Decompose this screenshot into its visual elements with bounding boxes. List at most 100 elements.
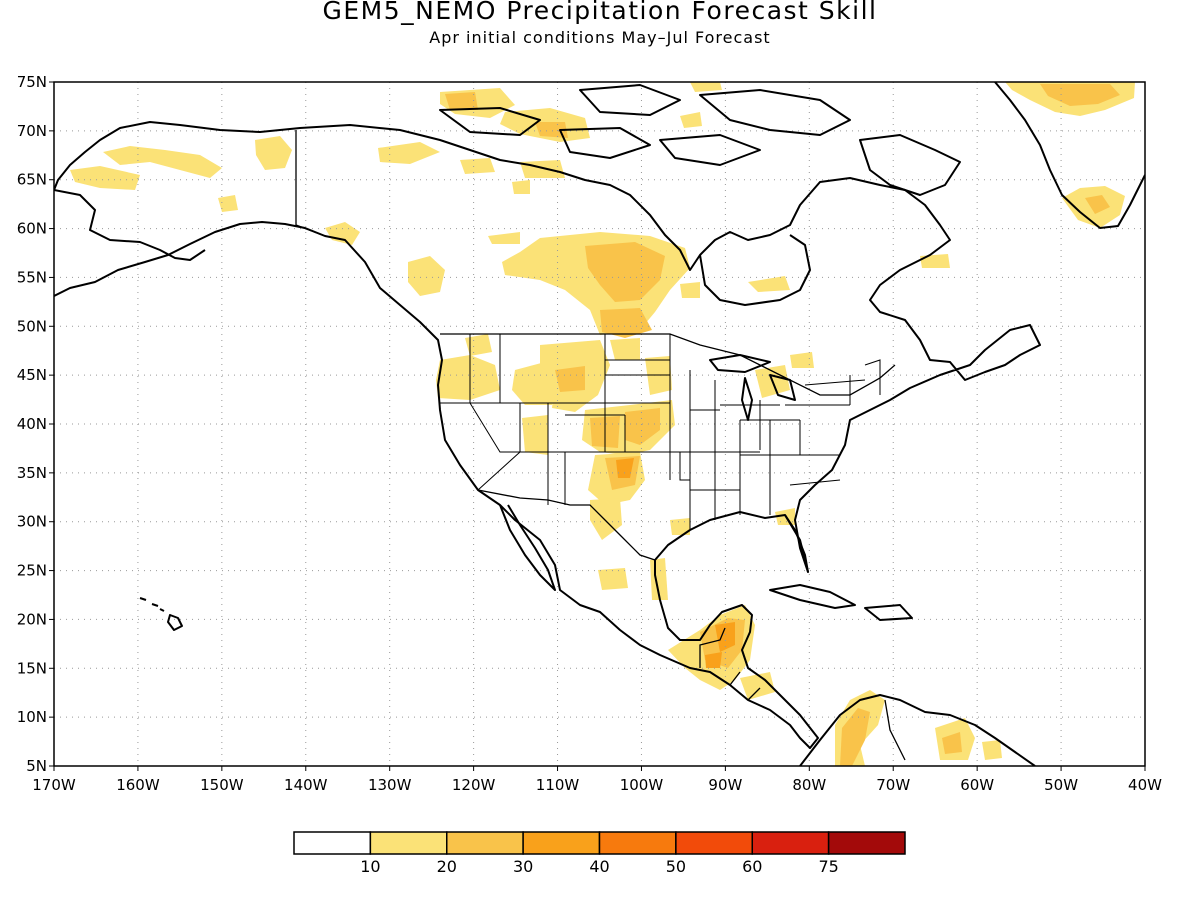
skill-area-greenland-core <box>1040 84 1120 106</box>
lon-tick-label: 100W <box>620 776 664 794</box>
skill-area-guyana <box>982 740 1002 760</box>
border-central-america <box>729 671 761 701</box>
chart-subtitle: Apr initial conditions May–Jul Forecast <box>429 28 771 47</box>
skill-area-arctic-3 <box>378 142 440 164</box>
skill-shading <box>70 82 1135 766</box>
graticule <box>54 82 1145 766</box>
skill-area-kansas-core <box>625 408 660 445</box>
lon-tick-label: 120W <box>452 776 496 794</box>
coast-arctic-island-1 <box>699 89 851 136</box>
coastlines <box>54 82 1145 766</box>
coast-hispaniola <box>864 604 913 621</box>
skill-area-quebec <box>920 254 950 268</box>
skill-area-alaska-south <box>218 195 238 212</box>
skill-area-ontario <box>790 352 814 368</box>
skill-area-arctic-2-core <box>535 122 568 138</box>
colorbar-swatch <box>751 831 830 855</box>
coast-baja <box>499 504 556 591</box>
skill-area-colombia-core <box>840 708 870 766</box>
coast-lake-michigan <box>741 377 753 421</box>
longitude-labels: 170W 160W 150W 140W 130W 120W 110W 100W 90W 80W 70… <box>32 776 1162 794</box>
skill-area-alaska-ne <box>255 136 292 170</box>
skill-area-arctic-4 <box>460 158 495 174</box>
colorbar-label: 75 <box>818 857 838 876</box>
lat-tick-label: 20N <box>17 610 47 628</box>
coast-north-america <box>54 121 1041 749</box>
lat-tick-label: 65N <box>17 171 47 189</box>
skill-area-sask-south <box>600 308 652 338</box>
colorbar-label: 20 <box>437 857 457 876</box>
coast-cuba <box>769 584 856 609</box>
skill-area-pnw-2 <box>465 334 492 356</box>
coast-lake-huron <box>769 374 796 401</box>
coast-hawaii <box>167 614 183 631</box>
lat-tick-label: 50N <box>17 317 47 335</box>
border-us-mexico <box>477 489 656 561</box>
skill-area-arctic-1-core <box>445 92 478 110</box>
skill-area-manitoba <box>680 282 700 298</box>
skill-area-alaska-west <box>70 166 140 190</box>
lat-tick-label: 10N <box>17 708 47 726</box>
colorbar-swatch <box>827 831 906 855</box>
coast-greenland <box>994 82 1145 229</box>
colorbar <box>293 831 906 855</box>
colorbar-label: 30 <box>513 857 533 876</box>
coast-hawaii-islands <box>139 597 165 612</box>
skill-area-yukon <box>325 222 360 245</box>
lat-tick-label: 35N <box>17 464 47 482</box>
lat-tick-label: 15N <box>17 659 47 677</box>
coast-arctic-island-3 <box>439 107 541 136</box>
lat-tick-label: 70N <box>17 122 47 140</box>
skill-area-gulf-coast <box>670 518 690 535</box>
coast-south-america <box>799 694 1036 766</box>
lon-tick-label: 90W <box>708 776 742 794</box>
axis-ticks <box>49 81 1146 771</box>
lat-tick-label: 75N <box>17 73 47 91</box>
lon-tick-label: 130W <box>368 776 412 794</box>
border-us-canada <box>440 333 896 396</box>
skill-area-hudson <box>748 276 790 292</box>
lat-tick-label: 30N <box>17 513 47 531</box>
skill-area-dakota <box>610 338 640 360</box>
skill-area-arctic-6 <box>680 112 702 128</box>
colorbar-swatch <box>598 831 677 855</box>
latitude-labels: 75N 70N 65N 60N 55N 50N 45N 40N 35N 30N 25N 20N 15N 1… <box>17 73 47 775</box>
colorbar-label: 60 <box>742 857 762 876</box>
coast-arctic-island-4 <box>559 127 651 159</box>
lat-tick-label: 45N <box>17 366 47 384</box>
coast-arctic-island-2 <box>579 84 681 116</box>
colorbar-swatch <box>675 831 753 855</box>
lat-tick-label: 40N <box>17 415 47 433</box>
chart-title: GEM5_NEMO Precipitation Forecast Skill <box>322 0 878 25</box>
skill-area-alberta <box>488 232 520 244</box>
skill-area-yucatan-peak <box>715 622 735 652</box>
colorbar-swatch <box>293 831 372 855</box>
colorbar-swatch <box>522 831 601 855</box>
skill-area-montana-core <box>555 366 585 392</box>
border-alaska-canada <box>295 130 326 237</box>
lon-tick-label: 70W <box>876 776 910 794</box>
border-colombia-venezuela <box>884 699 906 761</box>
skill-area-alaska-north <box>103 146 222 178</box>
skill-area-pnw <box>436 355 500 400</box>
lat-tick-label: 55N <box>17 268 47 286</box>
skill-area-arctic-7 <box>690 82 722 92</box>
colorbar-swatch <box>446 831 524 855</box>
lon-tick-label: 50W <box>1044 776 1078 794</box>
colorbar-labels: 10 20 30 40 50 60 75 <box>360 857 839 876</box>
skill-area-guatemala-peak <box>705 652 722 668</box>
lon-tick-label: 150W <box>200 776 244 794</box>
political-borders <box>295 130 906 761</box>
lon-tick-label: 170W <box>32 776 76 794</box>
coast-arctic-island-5 <box>659 134 761 166</box>
coast-lake-superior <box>709 354 771 373</box>
lon-tick-label: 80W <box>792 776 826 794</box>
coast-baffin <box>859 134 961 196</box>
skill-area-venezuela-core <box>942 732 962 754</box>
colorbar-label: 50 <box>666 857 686 876</box>
colorbar-label: 10 <box>360 857 380 876</box>
skill-area-honduras <box>740 672 775 700</box>
lat-tick-label: 60N <box>17 220 47 238</box>
colorbar-label: 40 <box>589 857 609 876</box>
